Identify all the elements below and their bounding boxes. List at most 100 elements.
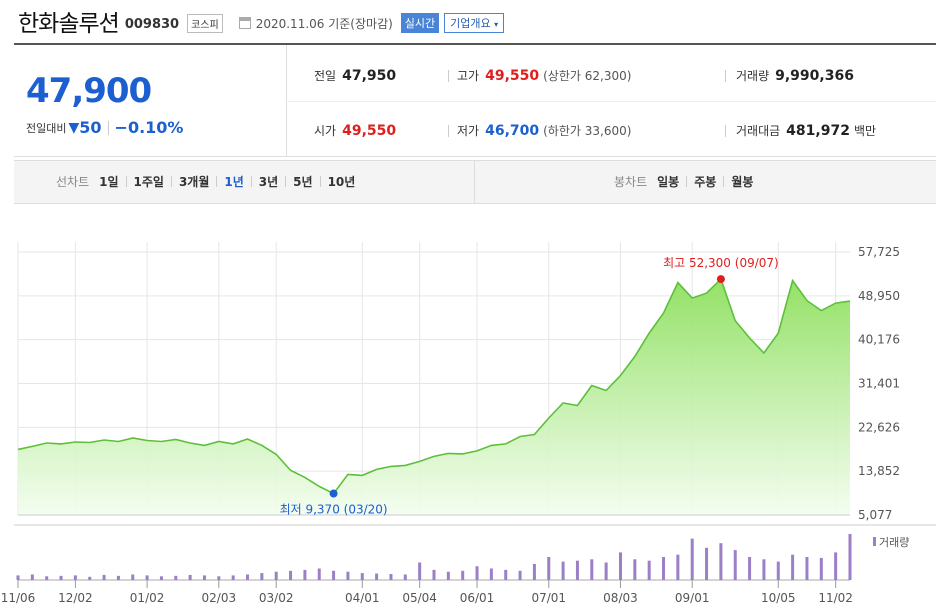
calendar-icon (238, 17, 251, 29)
volume-bar (446, 571, 450, 580)
y-tick-label: 5,077 (858, 508, 892, 522)
as-of-date: 2020.11.06 기준(장마감) (255, 16, 393, 31)
volume-bar (303, 569, 307, 580)
volume-bar (317, 568, 321, 580)
volume-bar (819, 557, 823, 580)
volume-bar (346, 571, 350, 580)
volume-bar (604, 562, 608, 580)
volume-bar (432, 569, 436, 580)
tab-candle-2[interactable]: 월봉 (731, 175, 754, 189)
tab-separator (319, 176, 321, 187)
volume-bar (231, 575, 235, 580)
volume-bar (403, 574, 407, 580)
volume-bar (131, 574, 135, 580)
chart-tabs: 선차트 1일 1주일 3개월 1년 3년 5년 10년 봉차트 일봉 주봉 월봉 (14, 160, 936, 204)
volume-bar (791, 554, 795, 580)
tab-period-3[interactable]: 1년 (224, 175, 244, 189)
down-arrow-icon: ▼ (68, 119, 80, 136)
volume-bar (73, 575, 77, 580)
price-line (17, 277, 851, 495)
high-label: 고가 (457, 69, 480, 83)
tab-separator (250, 176, 252, 187)
volume-bar (532, 563, 536, 580)
volume-bar (332, 570, 336, 580)
y-tick-label: 40,176 (858, 333, 900, 347)
y-tick-label: 48,950 (858, 289, 900, 303)
tab-separator (686, 176, 688, 187)
volume-bar (145, 575, 149, 580)
volume-bar (633, 559, 637, 580)
change-label: 전일대비 (26, 121, 67, 135)
price-change: 전일대비 ▼ 50 −0.10% (26, 118, 183, 137)
volume-bar (647, 560, 651, 580)
change-separator (107, 120, 109, 135)
volume-bar (561, 561, 565, 580)
x-tick-label: 10/05 (761, 591, 796, 605)
x-tick-label: 07/01 (531, 591, 566, 605)
tab-period-6[interactable]: 10년 (327, 175, 356, 189)
volume-bar (547, 557, 551, 580)
tab-period-5[interactable]: 5년 (293, 175, 313, 189)
header-divider (14, 43, 936, 45)
prev-close: 전일 47,950 (314, 67, 396, 84)
volume-bar (475, 566, 479, 580)
market-badge: 코스피 (187, 13, 223, 33)
quote-panel: 47,900 전일대비 ▼ 50 −0.10% 전일 47,950 고가 49,… (14, 45, 936, 157)
amount-label: 거래대금 (736, 124, 781, 138)
volume-bar (389, 574, 393, 580)
tab-period-0[interactable]: 1일 (99, 175, 119, 189)
tab-separator (285, 176, 287, 187)
open-value: 49,550 (342, 123, 397, 139)
min-point (329, 489, 338, 498)
volume-bar (59, 575, 63, 580)
x-tick-label: 03/02 (259, 591, 294, 605)
tab-period-2[interactable]: 3개월 (178, 175, 210, 189)
volume-bar (274, 571, 278, 580)
x-tick-label: 02/03 (202, 591, 237, 605)
realtime-button[interactable]: 실시간 (400, 13, 440, 33)
x-tick-label: 04/01 (345, 591, 380, 605)
volume-bar (246, 574, 250, 580)
volume-bar (45, 576, 49, 580)
tab-period-1[interactable]: 1주일 (133, 175, 164, 189)
high-price: 고가 49,550 (상한가 62,300) (457, 67, 631, 84)
quote-row-divider (286, 101, 936, 102)
tab-candle-0[interactable]: 일봉 (657, 175, 680, 189)
volume-bar (590, 559, 594, 580)
stock-name: 한화솔루션 (18, 11, 120, 37)
company-overview-dropdown[interactable]: 기업개요 ▾ (444, 13, 505, 33)
volume-bar (30, 574, 34, 580)
volume-bar (504, 569, 508, 580)
volume-bar (733, 550, 737, 580)
open-price: 시가 49,550 (314, 122, 396, 139)
volume-bar (260, 573, 264, 580)
x-tick-label: 11/02 (818, 591, 853, 605)
low-label: 저가 (457, 124, 480, 138)
x-tick-label: 06/01 (460, 591, 495, 605)
volume-bar (174, 575, 178, 580)
max-point (716, 275, 725, 284)
tab-candle-1[interactable]: 주봉 (694, 175, 717, 189)
upper-limit: (상한가 62,300) (543, 69, 632, 83)
volume-bar (159, 576, 163, 580)
y-tick-label: 57,725 (858, 245, 900, 259)
volume-bar (690, 538, 694, 580)
high-value: 49,550 (485, 68, 540, 84)
tab-period-4[interactable]: 3년 (258, 175, 279, 189)
cell-separator (448, 125, 449, 137)
volume-legend-label: 거래량 (879, 536, 909, 549)
volume-label: 거래량 (736, 69, 770, 83)
stock-header: 한화솔루션 009830 코스피 2020.11.06 기준(장마감) 실시간 … (18, 6, 505, 37)
tab-separator (216, 176, 218, 187)
volume-bar (16, 575, 20, 580)
volume-bar (776, 561, 780, 580)
y-tick-label: 13,852 (858, 464, 900, 478)
current-price: 47,900 (26, 71, 152, 111)
change-value: 50 (79, 118, 102, 137)
volume-legend-swatch (873, 537, 876, 546)
volume-bar (676, 554, 680, 580)
amount-unit: 백만 (853, 124, 877, 138)
volume-bar (461, 570, 465, 580)
volume-bar (518, 570, 522, 580)
candle-chart-tabs: 봉차트 일봉 주봉 월봉 (614, 173, 753, 190)
